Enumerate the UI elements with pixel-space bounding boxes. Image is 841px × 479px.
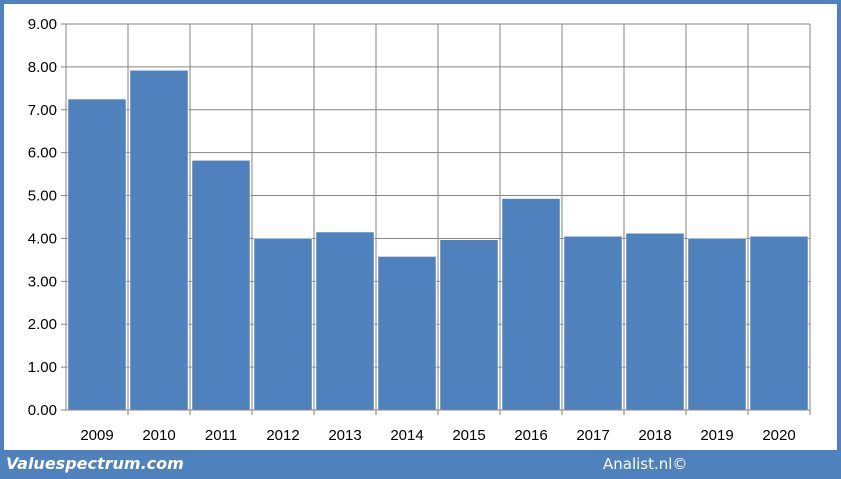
- y-tick-label: 5.00: [28, 188, 57, 205]
- bar-2010: [129, 70, 189, 411]
- x-tick-label: 2020: [762, 427, 795, 444]
- bar-2011: [191, 160, 251, 411]
- x-tick-labels: 2009 2010 2011 2012 2013 2014 2015 2016 2017 2018…: [80, 427, 795, 444]
- bar-2013: [315, 231, 375, 411]
- x-tick-label: 2009: [80, 427, 113, 444]
- y-tick-labels: 0.00 1.00 2.00 3.00 4.00 5.00 6.00 7.00 8.00 9.00: [28, 16, 57, 419]
- x-tick-label: 2016: [514, 427, 547, 444]
- y-tick-label: 9.00: [28, 16, 57, 33]
- bars: [67, 70, 809, 411]
- y-tick-label: 3.00: [28, 273, 57, 290]
- x-tick-label: 2013: [328, 427, 361, 444]
- x-tick-label: 2015: [452, 427, 485, 444]
- axes: [61, 23, 810, 411]
- x-tick-label: 2012: [266, 427, 299, 444]
- y-tick-label: 8.00: [28, 59, 57, 76]
- bar-2014: [377, 256, 437, 411]
- x-tick-label: 2014: [390, 427, 423, 444]
- y-tick-label: 1.00: [28, 359, 57, 376]
- bar-2009: [67, 98, 127, 411]
- x-tick-label: 2010: [142, 427, 175, 444]
- y-tick-label: 4.00: [28, 230, 57, 247]
- x-tick-label: 2011: [205, 427, 237, 444]
- x-tick-label: 2019: [700, 427, 733, 444]
- y-tick-label: 6.00: [28, 145, 57, 162]
- bar-2012: [253, 238, 313, 411]
- bar-2015: [439, 239, 499, 411]
- bar-2017: [563, 236, 623, 411]
- y-tick-label: 2.00: [28, 316, 57, 333]
- bar-2016: [501, 198, 561, 411]
- footer-source-left: Valuespectrum.com: [6, 454, 184, 473]
- y-tick-label: 0.00: [28, 402, 57, 419]
- y-tick-label: 7.00: [28, 102, 57, 119]
- x-tick-label: 2018: [638, 427, 671, 444]
- bar-2018: [625, 233, 685, 411]
- x-tick-label: 2017: [576, 427, 609, 444]
- bar-2020: [749, 236, 809, 411]
- bar-2019: [687, 238, 747, 411]
- footer-source-right: Analist.nl©: [603, 455, 688, 473]
